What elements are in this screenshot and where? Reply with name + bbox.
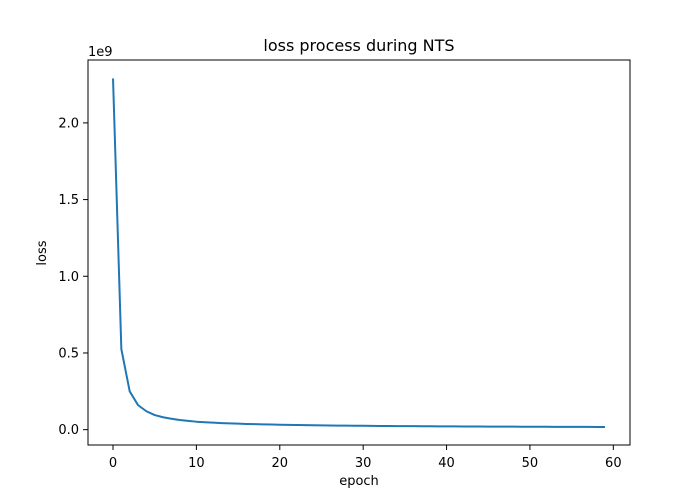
x-axis-ticks: 0 10 20 30 40 50 60 xyxy=(109,445,622,471)
x-tick-label: 60 xyxy=(605,456,622,471)
loss-series-line xyxy=(112,78,605,428)
x-tick-label: 10 xyxy=(188,456,205,471)
y-tick-label: 1.0 xyxy=(58,270,79,285)
x-tick-label: 30 xyxy=(355,456,372,471)
plot-area xyxy=(88,60,630,445)
plot-frame xyxy=(87,59,631,446)
y-axis-label: loss xyxy=(35,240,50,265)
x-tick-label: 20 xyxy=(272,456,289,471)
y-tick-label: 2.0 xyxy=(58,116,79,131)
y-tick-label: 0.0 xyxy=(58,423,79,438)
y-axis-offset-label: 1e9 xyxy=(88,45,113,60)
y-axis-ticks: 0.0 0.5 1.0 1.5 2.0 xyxy=(58,116,88,438)
x-tick-label: 0 xyxy=(109,456,117,471)
y-tick-label: 1.5 xyxy=(58,193,79,208)
x-tick-label: 50 xyxy=(522,456,539,471)
chart-title: loss process during NTS xyxy=(263,36,454,55)
x-axis-label: epoch xyxy=(339,474,379,489)
x-tick-label: 40 xyxy=(438,456,455,471)
y-tick-label: 0.5 xyxy=(58,346,79,361)
